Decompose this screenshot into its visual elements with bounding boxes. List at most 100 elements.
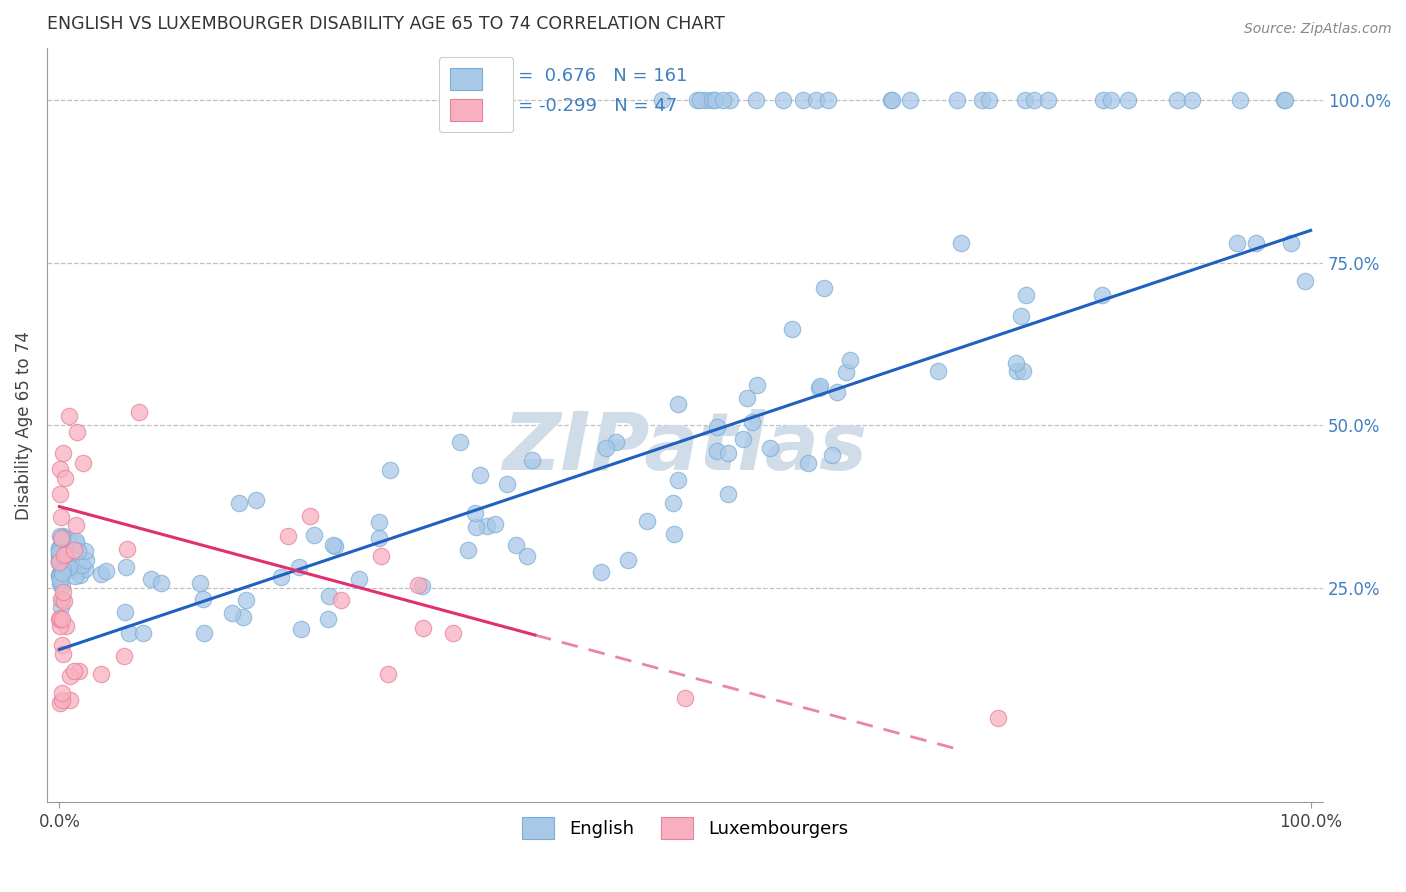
Point	[689, 94, 711, 108]
Point	[49, 555, 72, 569]
Point	[49, 509, 72, 524]
Point	[48, 569, 70, 583]
Point	[75, 544, 97, 558]
Point	[59, 692, 82, 706]
Point	[1005, 356, 1028, 370]
Point	[792, 94, 814, 108]
Point	[717, 446, 740, 460]
Point	[449, 434, 471, 449]
Point	[673, 691, 696, 706]
Point	[69, 568, 91, 582]
Point	[58, 669, 80, 683]
Point	[51, 529, 73, 543]
Point	[49, 611, 72, 625]
Point	[52, 548, 75, 562]
Point	[1279, 236, 1302, 251]
Point	[304, 528, 326, 542]
Point	[115, 560, 138, 574]
Point	[702, 94, 724, 108]
Point	[745, 94, 768, 108]
Point	[706, 420, 728, 434]
Point	[464, 506, 486, 520]
Point	[772, 94, 794, 108]
Point	[838, 353, 860, 368]
Point	[49, 696, 72, 710]
Point	[605, 435, 627, 450]
Point	[51, 531, 73, 545]
Point	[58, 554, 80, 568]
Point	[290, 622, 312, 636]
Point	[666, 397, 689, 411]
Point	[55, 558, 77, 572]
Point	[193, 591, 215, 606]
Point	[898, 94, 921, 108]
Point	[835, 365, 858, 379]
Point	[65, 536, 87, 550]
Point	[782, 322, 804, 336]
Point	[63, 542, 86, 557]
Point	[52, 446, 75, 460]
Point	[475, 519, 498, 533]
Point	[288, 559, 311, 574]
Point	[96, 564, 118, 578]
Point	[48, 555, 70, 569]
Point	[411, 579, 433, 593]
Point	[70, 558, 93, 572]
Point	[520, 453, 543, 467]
Point	[651, 94, 673, 108]
Point	[49, 528, 72, 542]
Point	[735, 391, 758, 405]
Point	[1015, 288, 1038, 302]
Point	[48, 574, 70, 588]
Point	[49, 566, 72, 580]
Point	[49, 462, 72, 476]
Point	[67, 664, 90, 678]
Point	[636, 514, 658, 528]
Point	[825, 384, 848, 399]
Point	[52, 647, 75, 661]
Point	[52, 585, 75, 599]
Point	[65, 425, 87, 439]
Point	[927, 364, 949, 378]
Point	[1091, 287, 1114, 301]
Point	[141, 572, 163, 586]
Point	[56, 560, 79, 574]
Point	[73, 562, 96, 576]
Point	[1181, 94, 1204, 108]
Point	[51, 549, 73, 563]
Point	[368, 531, 391, 545]
Point	[49, 619, 72, 633]
Point	[53, 541, 76, 555]
Point	[946, 94, 969, 108]
Point	[758, 442, 780, 456]
Point	[72, 456, 94, 470]
Point	[49, 592, 72, 607]
Point	[1091, 94, 1114, 108]
Point	[1036, 94, 1059, 108]
Point	[378, 462, 401, 476]
Point	[89, 567, 111, 582]
Point	[51, 686, 73, 700]
Point	[465, 520, 488, 534]
Point	[51, 638, 73, 652]
Point	[56, 533, 79, 548]
Point	[51, 693, 73, 707]
Point	[468, 467, 491, 482]
Point	[55, 556, 77, 570]
Point	[114, 605, 136, 619]
Point	[117, 542, 139, 557]
Point	[49, 557, 72, 571]
Point	[516, 549, 538, 563]
Point	[65, 518, 87, 533]
Point	[820, 448, 842, 462]
Text: Source: ZipAtlas.com: Source: ZipAtlas.com	[1244, 22, 1392, 37]
Point	[1226, 236, 1249, 251]
Point	[51, 579, 73, 593]
Text: R =  0.676   N = 161: R = 0.676 N = 161	[501, 67, 688, 86]
Point	[741, 415, 763, 429]
Point	[58, 559, 80, 574]
Point	[617, 553, 640, 567]
Point	[53, 560, 76, 574]
Point	[484, 516, 506, 531]
Point	[48, 555, 70, 569]
